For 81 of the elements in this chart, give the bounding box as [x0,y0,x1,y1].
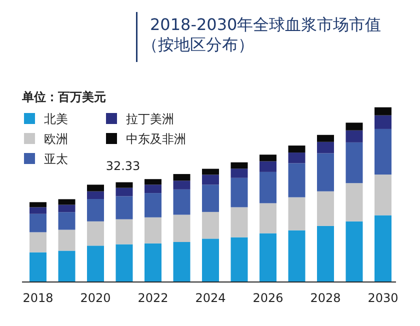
bar [144,193,162,218]
y-axis-title: 单位：百万美元 [21,90,106,104]
x-tick-label: 2030 [368,291,398,305]
legend-label: 北美 [44,112,68,126]
chart-title: 2018-2030年全球血浆市场市值（按地区分布） [142,15,382,54]
bar [173,242,190,282]
annotation: 32.33 [106,159,140,173]
bar [288,152,306,164]
bar [30,207,46,214]
bar [346,142,363,184]
legend-label: 中东及非洲 [126,132,186,146]
x-tick-label: 2020 [80,291,111,305]
title: 2018-2030年全球血浆市场市值（按地区分布） [136,12,382,62]
bar [30,252,46,282]
bar [346,221,363,282]
bar [260,154,276,162]
bar [260,172,276,204]
bar [230,178,248,208]
bar [202,168,219,175]
bar [374,115,392,129]
bar [202,184,219,212]
bar [317,226,334,282]
bar [374,215,392,282]
bar [317,153,334,192]
bar [144,184,162,194]
bar [288,163,306,198]
bar [144,179,162,185]
bar [230,168,248,178]
bar [260,161,276,172]
bar [288,230,306,282]
bar [202,238,219,282]
bar [87,221,104,246]
x-tick-label: 2022 [138,291,168,305]
bar [374,128,392,175]
bar [202,174,219,185]
bar [317,142,334,154]
bar [346,183,363,222]
x-tick-label: 2018 [22,291,54,305]
bar [144,243,162,282]
bar [230,237,248,282]
legend-label: 欧洲 [44,132,68,146]
bar [116,219,133,244]
bar [173,189,190,215]
bar [116,182,133,188]
bar [58,204,76,212]
bar [260,233,276,282]
bar [230,162,248,169]
bar [173,214,190,242]
bar [230,207,248,238]
bar [58,250,76,282]
bar [30,214,46,232]
bar [58,199,76,205]
bar [173,180,190,190]
bar [30,202,46,208]
bar [260,203,276,234]
bar [58,230,76,251]
bar [58,212,76,230]
bar [374,174,392,216]
bar [288,197,306,230]
bar [30,232,46,252]
bar [317,191,334,226]
bar [116,244,133,282]
bar [173,174,190,181]
bar [87,191,104,200]
bar [202,212,219,239]
bar [87,184,104,192]
legend-label: 亚太 [44,152,68,166]
bar [116,188,133,196]
bar [288,146,306,153]
bar [346,130,363,142]
legend-label: 拉丁美洲 [126,112,174,126]
x-tick-label: 2024 [195,291,226,305]
bar [346,122,363,130]
bar [87,246,104,282]
bar [116,196,133,220]
x-tick-label: 2026 [252,291,284,305]
bar [87,199,104,222]
bar [144,217,162,244]
bar [317,134,334,142]
x-tick-label: 2028 [310,291,341,305]
bar [374,107,392,116]
